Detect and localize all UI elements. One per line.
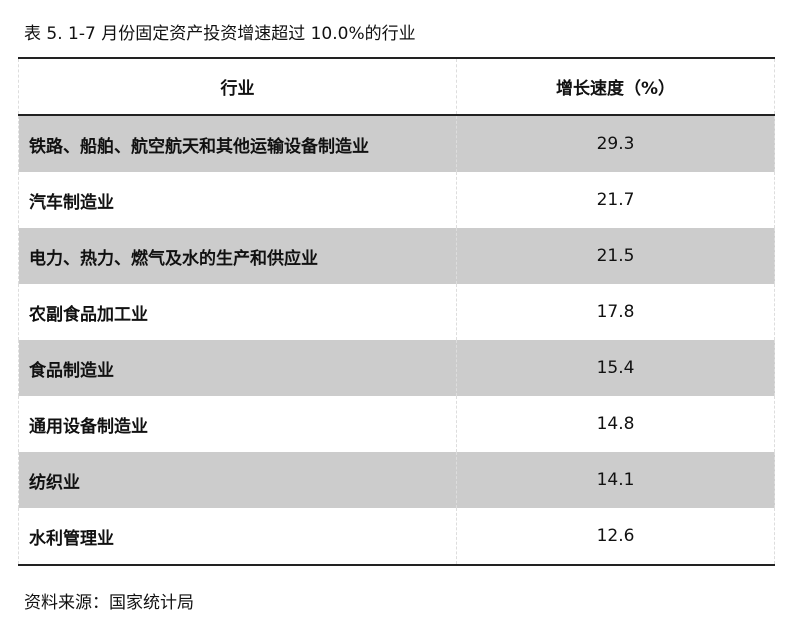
table-row: 农副食品加工业 17.8 [18, 284, 775, 340]
growth-cell: 12.6 [456, 508, 775, 565]
industry-cell: 农副食品加工业 [18, 284, 457, 340]
industry-cell: 食品制造业 [18, 340, 457, 396]
table-row: 电力、热力、燃气及水的生产和供应业 21.5 [18, 228, 775, 284]
growth-cell: 15.4 [456, 340, 775, 396]
industry-cell: 水利管理业 [18, 508, 457, 565]
table-row: 食品制造业 15.4 [18, 340, 775, 396]
table-row: 汽车制造业 21.7 [18, 172, 775, 228]
table-row: 铁路、船舶、航空航天和其他运输设备制造业 29.3 [18, 115, 775, 172]
industry-cell: 汽车制造业 [18, 172, 457, 228]
industry-cell: 铁路、船舶、航空航天和其他运输设备制造业 [18, 115, 457, 172]
header-growth: 增长速度（%） [456, 58, 775, 115]
table-row: 水利管理业 12.6 [18, 508, 775, 565]
source-note: 资料来源：国家统计局 [24, 593, 194, 613]
industry-cell: 纺织业 [18, 452, 457, 508]
growth-cell: 14.1 [456, 452, 775, 508]
growth-cell: 17.8 [456, 284, 775, 340]
table-header-row: 行业 增长速度（%） [18, 58, 775, 115]
table-title: 表 5. 1-7 月份固定资产投资增速超过 10.0%的行业 [24, 24, 416, 44]
industry-cell: 通用设备制造业 [18, 396, 457, 452]
industry-growth-table: 行业 增长速度（%） 铁路、船舶、航空航天和其他运输设备制造业 29.3 汽车制造业… [18, 57, 775, 566]
growth-cell: 29.3 [456, 115, 775, 172]
growth-cell: 21.5 [456, 228, 775, 284]
growth-cell: 21.7 [456, 172, 775, 228]
growth-cell: 14.8 [456, 396, 775, 452]
industry-cell: 电力、热力、燃气及水的生产和供应业 [18, 228, 457, 284]
table-row: 通用设备制造业 14.8 [18, 396, 775, 452]
header-industry: 行业 [18, 58, 457, 115]
table-row: 纺织业 14.1 [18, 452, 775, 508]
